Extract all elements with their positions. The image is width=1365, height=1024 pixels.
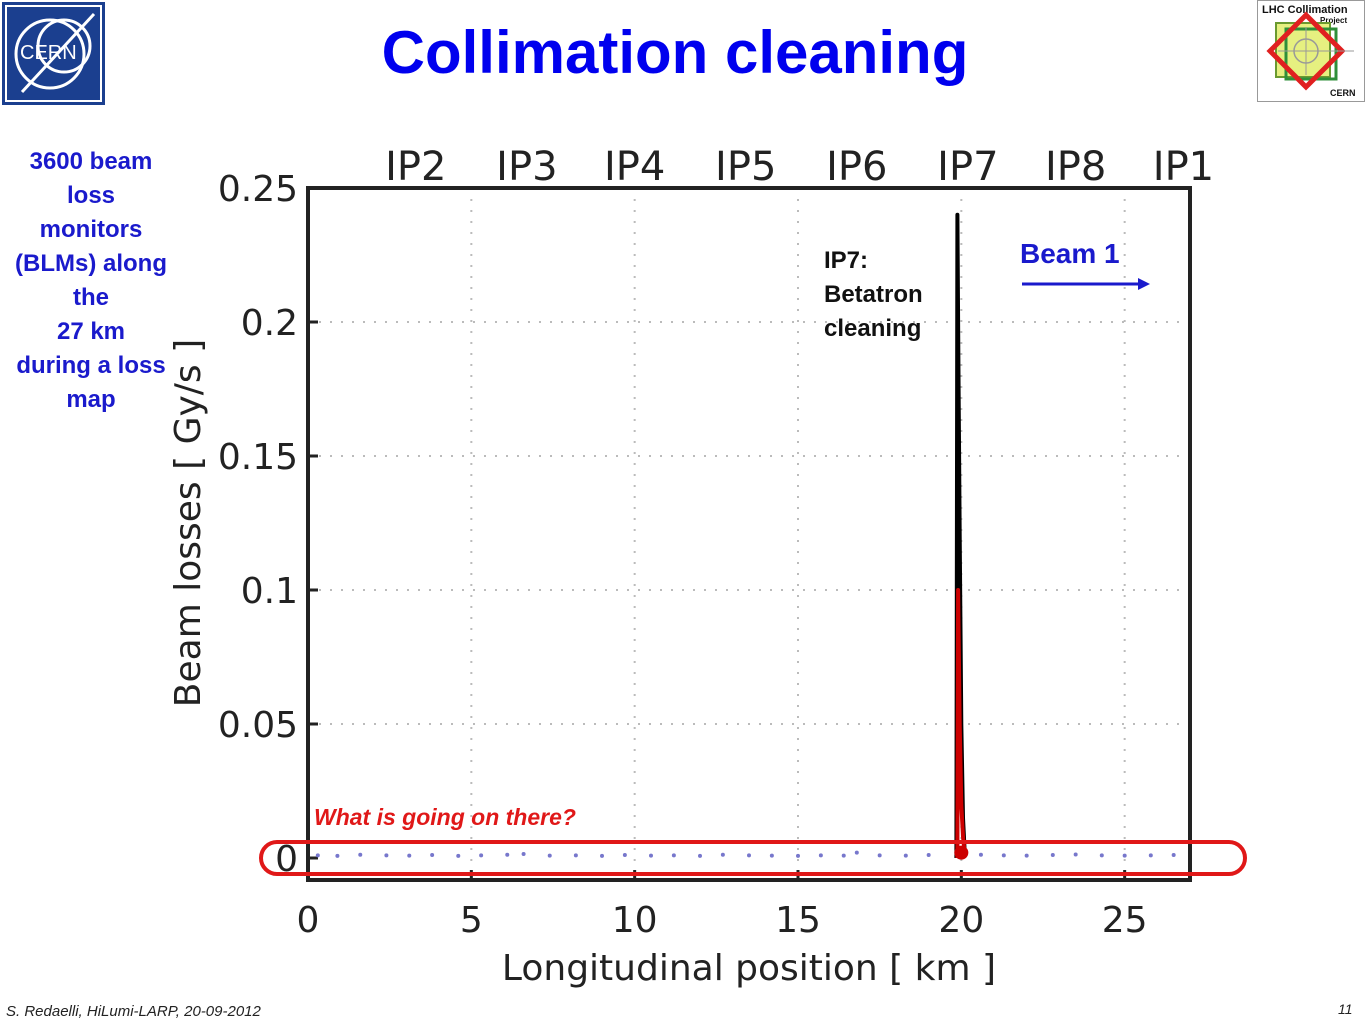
- low-loss-point: [769, 853, 774, 858]
- loss-series: [954, 212, 969, 860]
- blm-note-line: 27 km: [56, 318, 126, 345]
- slide-title: Collimation cleaning: [381, 19, 969, 86]
- low-loss-point: [1050, 853, 1055, 858]
- blm-note: 3600 beam loss monitors (BLMs) along the…: [0, 145, 182, 417]
- question-annotation: What is going on there?: [314, 804, 576, 830]
- x-tick-label: 25: [1102, 900, 1148, 941]
- low-loss-point: [479, 853, 484, 858]
- x-tick-label: 15: [775, 900, 821, 941]
- x-tick-label: 5: [460, 900, 483, 941]
- x-tick-label: 20: [938, 900, 984, 941]
- low-loss-point: [358, 852, 363, 857]
- low-loss-point: [1099, 853, 1104, 858]
- beam-arrow-head: [1138, 278, 1150, 290]
- low-loss-point: [1024, 853, 1029, 858]
- low-loss-point: [926, 853, 931, 858]
- grid-lines: [308, 188, 1190, 880]
- plot-frame: [306, 186, 1192, 882]
- low-loss-point: [747, 853, 751, 858]
- loss-series-line: [955, 588, 967, 859]
- loss-peak-base: [954, 845, 969, 860]
- low-loss-point: [1171, 853, 1176, 858]
- blm-note-line: loss: [66, 182, 116, 209]
- low-loss-point: [720, 852, 725, 857]
- low-loss-point: [698, 853, 702, 858]
- low-loss-point: [573, 853, 578, 858]
- blm-note-line: map: [66, 386, 116, 413]
- low-loss-point: [1122, 853, 1127, 858]
- x-axis-label: Longitudinal position [ km ]: [502, 948, 996, 989]
- low-loss-point: [1148, 853, 1153, 858]
- y-axis-ticks: 0 0.05 0.1 0.15 0.2 0.25: [218, 169, 318, 880]
- blm-note-line: the: [73, 284, 109, 311]
- lhc-logo-cern: CERN: [1330, 88, 1356, 98]
- x-tick-label: 0: [297, 900, 320, 941]
- low-loss-point: [877, 853, 882, 858]
- page-number: 11: [1338, 1001, 1353, 1017]
- cern-logo-text: CERN: [20, 42, 77, 64]
- low-loss-point: [456, 853, 461, 858]
- y-tick-label: 0.25: [218, 169, 298, 210]
- low-loss-point: [903, 853, 908, 858]
- low-loss-point: [315, 853, 320, 858]
- low-loss-point: [521, 851, 526, 856]
- ip-label: IP1: [1153, 144, 1214, 190]
- low-loss-point: [407, 853, 412, 858]
- lhc-collimation-logo: LHC Collimation Project CERN: [1257, 0, 1365, 102]
- blm-note-line: monitors: [39, 216, 143, 243]
- low-loss-point: [505, 852, 510, 857]
- cern-logo: CERN: [2, 2, 105, 105]
- blm-note-line: 3600 beam: [29, 148, 153, 175]
- low-loss-point: [384, 853, 389, 858]
- low-level-losses: [315, 850, 1176, 858]
- ip-labels: IP2 IP3 IP4 IP5 IP6 IP7 IP8 IP1: [385, 144, 1214, 190]
- y-tick-label: 0.15: [218, 437, 298, 478]
- low-loss-point: [649, 853, 653, 858]
- y-tick-label: 0.1: [241, 571, 298, 612]
- x-tick-label: 10: [612, 900, 658, 941]
- low-loss-point: [671, 853, 676, 858]
- low-loss-point: [600, 853, 604, 858]
- low-loss-point: [547, 853, 552, 858]
- ip7-annotation-line: cleaning: [824, 315, 922, 342]
- ip7-annotation-line: IP7:: [824, 247, 869, 274]
- ip-label: IP3: [496, 144, 557, 190]
- low-loss-point: [430, 853, 435, 858]
- low-loss-point: [622, 853, 627, 858]
- low-loss-point: [796, 853, 800, 858]
- y-tick-label: 0.2: [241, 303, 298, 344]
- low-loss-point: [818, 853, 823, 858]
- low-loss-point: [978, 852, 983, 857]
- x-axis-ticks: 0 5 10 15 20 25: [297, 870, 1148, 941]
- low-loss-point: [1073, 852, 1078, 857]
- ip7-annotation: IP7: Betatron cleaning: [824, 244, 923, 346]
- low-loss-point: [841, 853, 846, 858]
- blm-note-line: (BLMs) along: [15, 250, 167, 277]
- low-loss-highlight: [259, 840, 1247, 876]
- ip-label: IP7: [937, 144, 998, 190]
- y-axis-label: Beam losses [ Gy/s ]: [168, 339, 209, 707]
- low-loss-point: [854, 850, 859, 855]
- low-loss-point: [1001, 853, 1006, 858]
- ip-label: IP5: [715, 144, 776, 190]
- ip-label: IP6: [826, 144, 887, 190]
- low-loss-point: [335, 853, 340, 858]
- ip-label: IP8: [1045, 144, 1106, 190]
- beam-label: Beam 1: [1020, 238, 1120, 269]
- footer-credit: S. Redaelli, HiLumi-LARP, 20-09-2012: [6, 1003, 261, 1020]
- ip7-annotation-line: Betatron: [824, 281, 923, 308]
- ip-label: IP2: [385, 144, 446, 190]
- ip-label: IP4: [604, 144, 665, 190]
- y-tick-label: 0.05: [218, 705, 298, 746]
- y-tick-label: 0: [275, 839, 298, 880]
- lhc-logo-subtitle: Project: [1320, 16, 1347, 25]
- blm-note-line: during a loss: [16, 352, 166, 379]
- lhc-logo-title: LHC Collimation: [1262, 4, 1348, 16]
